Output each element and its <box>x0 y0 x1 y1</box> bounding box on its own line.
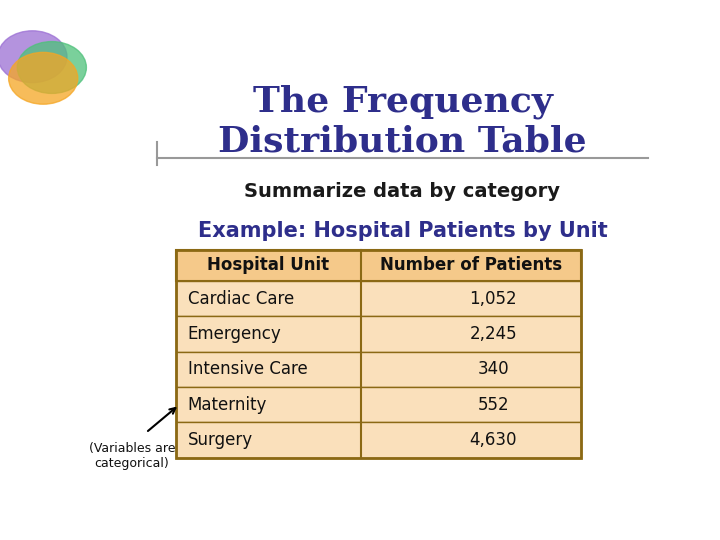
Text: Hospital Unit: Hospital Unit <box>207 256 330 274</box>
Text: 2,245: 2,245 <box>469 325 517 343</box>
Text: 1,052: 1,052 <box>469 289 517 308</box>
Bar <box>176 281 581 316</box>
Text: Summarize data by category: Summarize data by category <box>245 182 560 201</box>
Text: Emergency: Emergency <box>188 325 282 343</box>
Bar <box>176 387 581 422</box>
Bar <box>176 316 581 352</box>
Bar <box>176 250 581 281</box>
Text: Distribution Table: Distribution Table <box>218 125 587 159</box>
Bar <box>176 250 581 458</box>
Text: (Variables are
categorical): (Variables are categorical) <box>89 442 175 470</box>
Text: Surgery: Surgery <box>188 431 253 449</box>
Bar <box>176 352 581 387</box>
Bar <box>176 422 581 458</box>
Text: 4,630: 4,630 <box>469 431 517 449</box>
Text: The Frequency: The Frequency <box>253 85 552 119</box>
Text: Intensive Care: Intensive Care <box>188 360 307 379</box>
Text: Example: Hospital Patients by Unit: Example: Hospital Patients by Unit <box>197 221 608 241</box>
Text: Cardiac Care: Cardiac Care <box>188 289 294 308</box>
Text: 340: 340 <box>477 360 509 379</box>
Text: Number of Patients: Number of Patients <box>379 256 562 274</box>
Text: 552: 552 <box>477 396 509 414</box>
Text: Maternity: Maternity <box>188 396 267 414</box>
